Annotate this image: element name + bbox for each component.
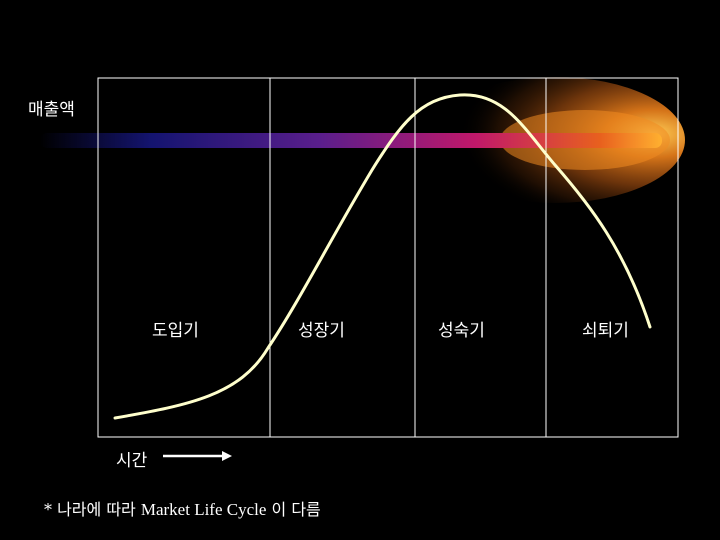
- stage-label-maturity: 성숙기: [438, 321, 485, 341]
- chart-frame: [97, 77, 679, 438]
- time-arrow-head: [222, 451, 232, 461]
- y-axis-label: 매출액: [28, 100, 75, 120]
- footnote: * 나라에 따라 Market Life Cycle 이 다름: [44, 496, 321, 520]
- gradient-band: [40, 133, 662, 148]
- stage-label-introduction: 도입기: [152, 321, 199, 341]
- footnote-term: Market Life Cycle: [140, 500, 267, 519]
- x-axis-label: 시간: [116, 451, 148, 471]
- stage-label-decline: 쇠퇴기: [582, 321, 629, 341]
- sales-curve: [113, 93, 652, 420]
- footnote-prefix: * 나라에 따라: [44, 500, 141, 519]
- stage-label-growth: 성장기: [298, 321, 345, 341]
- footnote-suffix: 이 다름: [266, 500, 321, 519]
